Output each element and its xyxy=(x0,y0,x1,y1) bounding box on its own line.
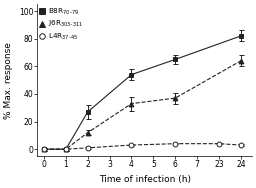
X-axis label: Time of infection (h): Time of infection (h) xyxy=(99,175,191,184)
Legend: B8R$_{\mathregular{70–79}}$, J6R$_{\mathregular{303–311}}$, L4R$_{\mathregular{3: B8R$_{\mathregular{70–79}}$, J6R$_{\math… xyxy=(39,6,84,43)
Y-axis label: % Max. response: % Max. response xyxy=(4,42,13,119)
